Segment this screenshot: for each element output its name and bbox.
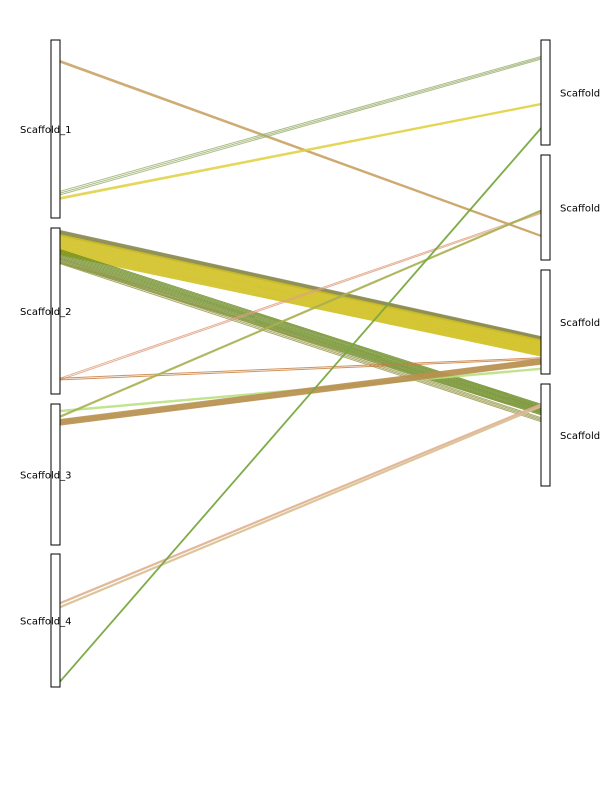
synteny-link (59, 261, 542, 421)
synteny-link (59, 247, 542, 352)
synteny-link (59, 57, 542, 194)
synteny-link (59, 360, 542, 423)
left-scaffold-label: Scaffold_2 (20, 307, 71, 318)
left-scaffold-label: Scaffold_3 (20, 471, 71, 482)
right-scaffold-label: Scaffold (560, 318, 600, 329)
right-scaffold-label: Scaffold (560, 89, 600, 100)
synteny-link (59, 405, 542, 608)
synteny-link (59, 361, 542, 424)
synteny-link (59, 248, 542, 353)
synteny-link (59, 363, 542, 425)
synteny-link (59, 256, 542, 411)
synteny-link (59, 212, 542, 381)
left-scaffold-box (50, 403, 61, 546)
synteny-link (59, 254, 542, 357)
synteny-link (59, 239, 542, 345)
synteny-link (59, 251, 542, 407)
synteny-link (59, 363, 542, 426)
link-layer (59, 56, 542, 683)
left-scaffold-box (50, 227, 61, 395)
right-scaffold-box (540, 154, 551, 261)
synteny-link (59, 231, 542, 339)
right-scaffold-label: Scaffold (560, 204, 600, 215)
left-scaffold-label: Scaffold_1 (20, 125, 71, 136)
synteny-link (59, 250, 542, 406)
synteny-link (59, 406, 542, 609)
synteny-link (59, 253, 542, 409)
synteny-link (59, 234, 542, 341)
synteny-link (59, 242, 542, 347)
synteny-link (59, 359, 542, 422)
synteny-link (59, 249, 542, 353)
synteny-link (59, 60, 542, 236)
synteny-link (59, 240, 542, 346)
synteny-link (59, 211, 542, 379)
synteny-link (59, 230, 542, 338)
synteny-link (59, 243, 542, 349)
synteny-link (59, 246, 542, 351)
synteny-link (59, 231, 542, 339)
left-scaffold-label: Scaffold_4 (20, 617, 71, 628)
synteny-link (59, 361, 542, 424)
right-scaffold-box (540, 383, 551, 487)
synteny-link (59, 102, 542, 198)
synteny-link (59, 61, 542, 237)
synteny-link (59, 362, 542, 425)
synteny-link (59, 246, 542, 351)
synteny-link (59, 250, 542, 354)
right-track: Scaffold Scaffold Scaffold Scaffold (540, 39, 600, 487)
synteny-link (59, 258, 542, 419)
left-scaffold-box (50, 553, 61, 688)
synteny-link (59, 210, 542, 418)
synteny-link (59, 58, 542, 196)
right-scaffold-box (540, 269, 551, 375)
synteny-link (59, 104, 542, 200)
synteny-link (59, 230, 542, 338)
synteny-link (59, 357, 542, 379)
synteny-link (59, 234, 542, 341)
synteny-link (59, 252, 542, 408)
synteny-link (59, 103, 542, 199)
right-scaffold-label: Scaffold (560, 431, 600, 442)
synteny-link (59, 238, 542, 344)
synteny-link (59, 405, 542, 607)
synteny-link (59, 263, 542, 423)
synteny-link (59, 128, 542, 683)
synteny-link (59, 238, 542, 345)
synteny-link (59, 360, 542, 422)
synteny-link (59, 232, 542, 340)
synteny-link (59, 257, 542, 412)
synteny-link (59, 241, 542, 347)
synteny-link (59, 358, 542, 421)
synteny-link (59, 235, 542, 342)
synteny-link (59, 237, 542, 343)
synteny-link (59, 209, 542, 417)
synteny-link (59, 255, 542, 410)
synteny-link (59, 56, 542, 192)
synteny-link (59, 358, 542, 420)
synteny-link (59, 403, 542, 603)
synteny-link (59, 404, 542, 605)
synteny-link (59, 250, 542, 354)
synteny-link (59, 245, 542, 350)
synteny-link (59, 253, 542, 356)
synteny-link (59, 249, 542, 405)
synteny-link (59, 210, 542, 418)
synteny-link (59, 259, 542, 420)
synteny-link (59, 236, 542, 343)
synteny-link (59, 403, 542, 604)
synteny-link (59, 233, 542, 340)
synteny-link (59, 358, 542, 381)
synteny-link (59, 60, 542, 237)
synteny-link (59, 252, 542, 356)
left-scaffold-box (50, 39, 61, 219)
synteny-link (59, 259, 542, 414)
synteny-link (59, 251, 542, 355)
right-scaffold-box (540, 39, 551, 146)
left-track: Scaffold_1 Scaffold_2 Scaffold_3 Scaffold_4 (20, 39, 71, 688)
synteny-link (59, 258, 542, 413)
